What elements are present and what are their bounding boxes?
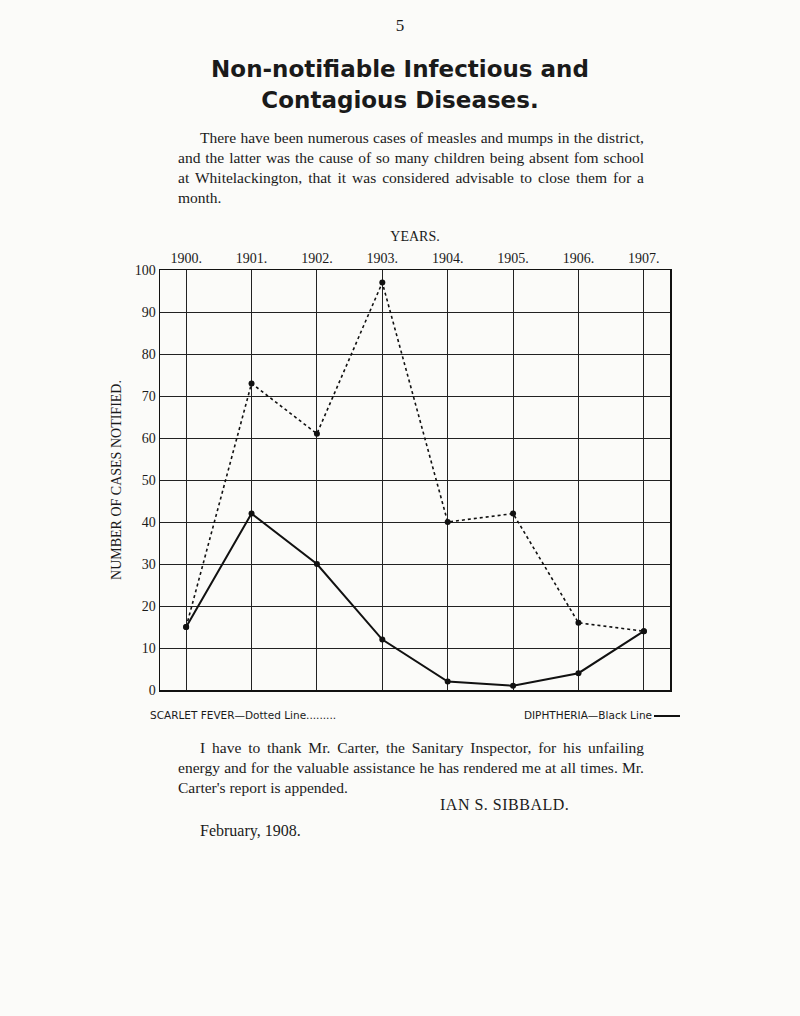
- svg-text:1907.: 1907.: [628, 251, 660, 266]
- html-text:Contagious Diseases.: Contagious Diseases.: [261, 87, 539, 113]
- html-text:February, 1908.: February, 1908.: [200, 822, 301, 839]
- svg-text:100: 100: [135, 263, 156, 278]
- svg-text:90: 90: [142, 305, 156, 320]
- svg-text:50: 50: [142, 473, 156, 488]
- html-text:Non-notifiable Infectious and: Non-notifiable Infectious and: [211, 56, 589, 82]
- svg-text:NUMBER OF CASES NOTIFIED.: NUMBER OF CASES NOTIFIED.: [109, 380, 124, 580]
- svg-text:YEARS.: YEARS.: [390, 229, 439, 244]
- svg-text:1902.: 1902.: [301, 251, 333, 266]
- svg-text:1904.: 1904.: [432, 251, 464, 266]
- svg-text:1901.: 1901.: [236, 251, 267, 266]
- svg-text:1900.: 1900.: [170, 251, 202, 266]
- svg-text:20: 20: [142, 599, 156, 614]
- html-text:5: 5: [395, 16, 405, 35]
- html-text:DIPHTHERIA—Black Line: DIPHTHERIA—Black Line: [523, 709, 652, 721]
- svg-text:1906.: 1906.: [563, 251, 595, 266]
- html-text:IAN S. SIBBALD.: IAN S. SIBBALD.: [440, 796, 570, 813]
- svg-text:60: 60: [142, 431, 156, 446]
- html-text:There have been numerous cases: There have been numerous cases of measle…: [178, 129, 644, 206]
- svg-text:10: 10: [142, 641, 156, 656]
- svg-text:1905.: 1905.: [497, 251, 528, 266]
- html-text:SCARLET FEVER—Dotted Line.....: SCARLET FEVER—Dotted Line.........: [150, 709, 337, 721]
- svg-text:40: 40: [142, 515, 156, 530]
- svg-text:0: 0: [149, 683, 156, 698]
- svg-text:80: 80: [142, 347, 156, 362]
- svg-text:1903.: 1903.: [367, 251, 399, 266]
- svg-text:30: 30: [142, 557, 156, 572]
- html-text:I have to thank Mr. Carter, th: I have to thank Mr. Carter, the Sanitary…: [178, 739, 644, 796]
- svg-text:70: 70: [142, 389, 156, 404]
